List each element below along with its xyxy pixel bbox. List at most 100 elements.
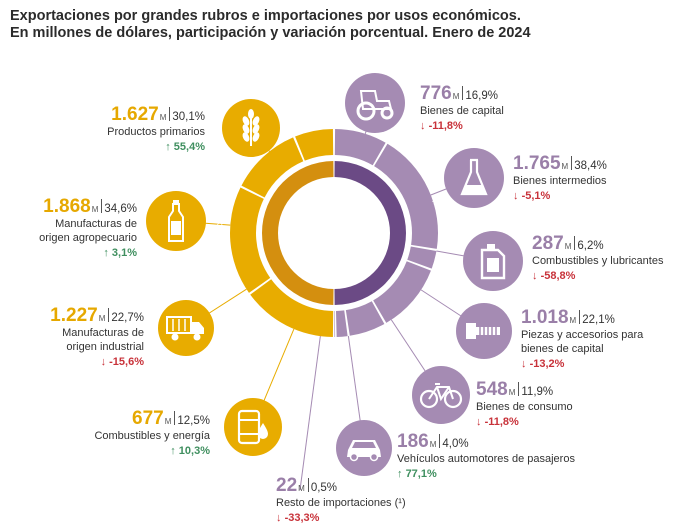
export-value-3: 677 — [132, 408, 164, 429]
unit-label: M — [564, 242, 572, 251]
import-segment-4 — [345, 301, 385, 336]
imp-icon-circle-1 — [444, 148, 504, 208]
unit-label: M — [98, 314, 106, 323]
export-value-1: 1.868 — [43, 196, 91, 217]
import-segment-1 — [374, 143, 438, 249]
import-change-1: ↓ -5,1% — [513, 190, 551, 202]
import-name-2: Combustibles y lubricantes — [532, 255, 664, 267]
export-item-2: 1.227M 22,7% Manufacturas de origen indus… — [50, 306, 144, 369]
car-icon — [347, 440, 381, 462]
export-value-2: 1.227 — [50, 305, 98, 326]
import-share-0: 16,9% — [465, 90, 498, 102]
export-share-3: 12,5% — [177, 415, 210, 427]
import-share-1: 38,4% — [574, 160, 607, 172]
export-name-0: Productos primarios — [107, 126, 205, 138]
unit-label: M — [159, 113, 167, 122]
export-item-3: 677M 12,5% Combustibles y energía ↑ 10,3% — [94, 409, 210, 458]
export-item-0: 1.627M 30,1% Productos primarios ↑ 55,4% — [107, 105, 205, 154]
import-name-1: Bienes intermedios — [513, 175, 607, 187]
import-name-6: Resto de importaciones (¹) — [276, 497, 406, 509]
import-name-3b: bienes de capital — [521, 343, 604, 355]
import-value-0: 776 — [420, 83, 452, 104]
import-value-5: 186 — [397, 431, 429, 452]
import-name-4: Bienes de consumo — [476, 401, 573, 413]
imp-icon-circle-2 — [463, 231, 523, 291]
unit-label: M — [569, 316, 577, 325]
import-item-0: 776M 16,9% Bienes de capital ↓ -11,8% — [420, 84, 504, 133]
import-change-5: ↑ 77,1% — [397, 468, 437, 480]
export-change-0: ↑ 55,4% — [165, 141, 205, 153]
import-change-4: ↓ -11,8% — [476, 416, 519, 428]
import-item-3: 1.018M 22,1% Piezas y accesorios para bie… — [521, 308, 643, 371]
export-segment-2 — [241, 137, 304, 198]
import-value-2: 287 — [532, 233, 564, 254]
import-value-1: 1.765 — [513, 153, 561, 174]
export-change-2: ↓ -15,6% — [100, 356, 144, 368]
imports-inner-ring — [334, 161, 406, 305]
unit-label: M — [91, 205, 99, 214]
import-change-value-3: -13,2% — [529, 358, 565, 370]
import-share-6: 0,5% — [310, 482, 338, 494]
export-name-1b: origen agropecuario — [39, 232, 137, 244]
import-segment-3 — [373, 261, 431, 323]
imp-icon-circle-5 — [336, 420, 392, 476]
outer-ring — [229, 129, 438, 337]
import-change-value-2: -58,8% — [540, 270, 576, 282]
export-change-3: ↑ 10,3% — [170, 445, 210, 457]
export-value-0: 1.627 — [111, 104, 159, 125]
import-change-0: ↓ -11,8% — [420, 120, 463, 132]
import-change-value-5: 77,1% — [405, 468, 437, 480]
import-segment-0 — [334, 129, 386, 166]
imp-icon-circle-3 — [456, 303, 512, 359]
unit-label: M — [429, 440, 437, 449]
exp-icon-circle-0 — [222, 99, 280, 157]
bolt-icon — [466, 323, 500, 339]
unit-label: M — [452, 92, 460, 101]
import-item-5: 186M 4,0% Vehículos automotores de pasaje… — [397, 432, 575, 481]
import-change-3: ↓ -13,2% — [521, 358, 565, 370]
import-item-1: 1.765M 38,4% Bienes intermedios ↓ -5,1% — [513, 154, 607, 203]
truck-icon — [166, 316, 204, 341]
import-change-value-1: -5,1% — [521, 190, 551, 202]
export-share-0: 30,1% — [172, 111, 205, 123]
import-segment-6 — [334, 310, 336, 337]
export-name-3: Combustibles y energía — [94, 430, 210, 442]
import-share-4: 11,9% — [521, 386, 554, 398]
unit-label: M — [561, 162, 569, 171]
import-change-value-4: -11,8% — [484, 416, 519, 428]
import-change-2: ↓ -58,8% — [532, 270, 576, 282]
import-change-value-0: -11,8% — [428, 120, 463, 132]
bicycle-icon — [419, 383, 463, 409]
import-name-0: Bienes de capital — [420, 105, 504, 117]
chart-title: Exportaciones por grandes rubros e impor… — [10, 8, 670, 42]
unit-label: M — [298, 484, 305, 493]
import-name-5: Vehículos automotores de pasajeros — [397, 453, 575, 465]
bottle-icon — [168, 200, 184, 242]
import-segment-2 — [407, 246, 437, 269]
export-change-value-0: 55,4% — [173, 141, 205, 153]
flask-icon — [460, 158, 488, 196]
wheat-icon — [242, 109, 260, 146]
exports-inner-ring — [262, 161, 334, 305]
export-item-1: 1.868M 34,6% Manufacturas de origen agrop… — [39, 197, 137, 260]
exp-icon-circle-3 — [224, 398, 282, 456]
export-name-2a: Manufacturas de — [62, 327, 144, 339]
import-share-3: 22,1% — [582, 314, 615, 326]
export-change-value-1: 3,1% — [111, 247, 137, 259]
import-value-3: 1.018 — [521, 307, 569, 328]
title-line-1: Exportaciones por grandes rubros e impor… — [10, 8, 521, 24]
export-segment-3 — [295, 129, 334, 161]
import-item-6: 22M 0,5% Resto de importaciones (¹) ↓ -33… — [276, 476, 406, 525]
tractor-icon — [356, 90, 394, 121]
export-name-2b: origen industrial — [66, 341, 144, 353]
imp-icon-circle-4 — [412, 366, 470, 424]
exp-icon-circle-2 — [158, 300, 214, 356]
import-segment-5 — [335, 310, 348, 337]
import-name-3a: Piezas y accesorios para — [521, 329, 644, 341]
inner-ring — [262, 161, 406, 305]
export-change-1: ↑ 3,1% — [103, 247, 137, 259]
export-share-1: 34,6% — [104, 203, 137, 215]
export-name-1a: Manufacturas de — [55, 218, 137, 230]
import-share-2: 6,2% — [577, 240, 604, 252]
